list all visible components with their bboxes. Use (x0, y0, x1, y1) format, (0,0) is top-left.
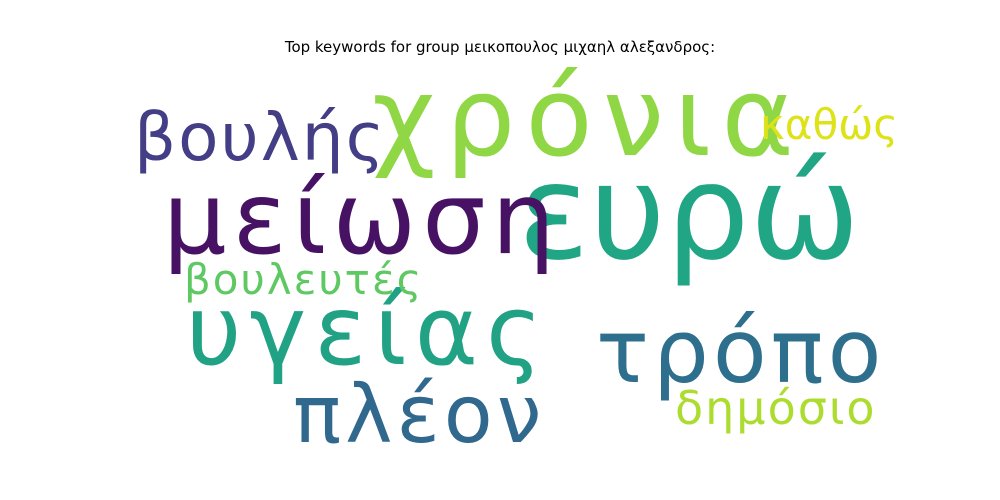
word-cloud-word: υγείας (186, 275, 550, 387)
word-cloud-word: καθώς (760, 100, 898, 149)
word-cloud-word: πλέον (293, 368, 545, 461)
word-cloud-word: μείωση (163, 160, 561, 277)
word-cloud-word: δημόσιο (675, 381, 877, 435)
chart-title: Top keywords for group μεικοπουλος μιχαη… (284, 38, 716, 56)
word-cloud-word: βουλής (134, 99, 386, 176)
word-cloud-word: βουλευτές (184, 255, 423, 304)
word-cloud-word: ευρώ (518, 136, 860, 290)
word-cloud-word: τρόπο (596, 300, 886, 403)
word-cloud-word: χρόνια (372, 53, 804, 181)
